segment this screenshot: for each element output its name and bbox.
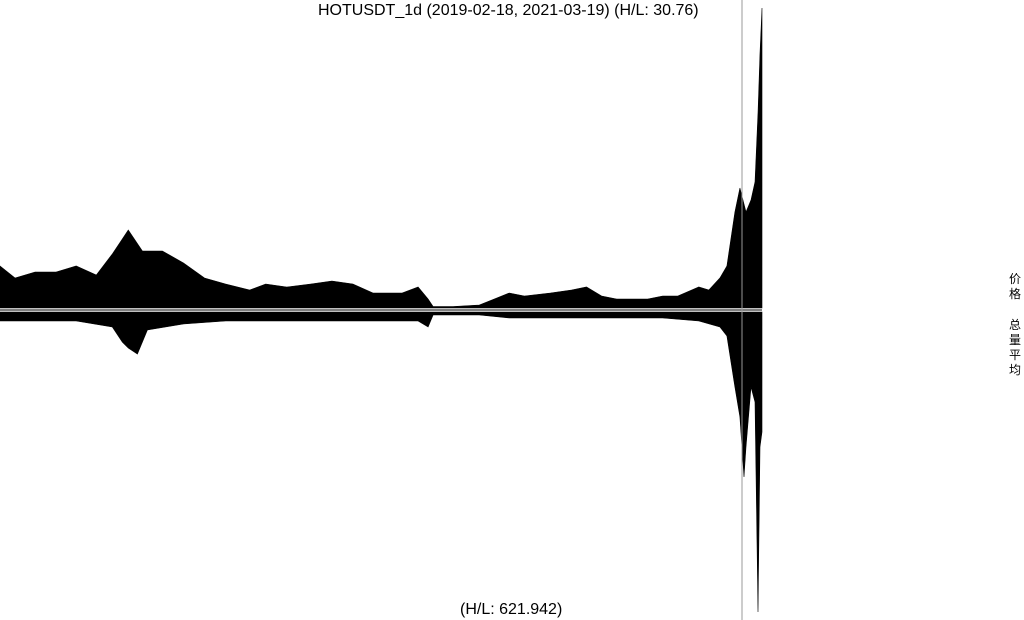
volume-hl-caption: (H/L: 621.942) [460, 601, 563, 618]
series-label-volume: 总量平均 [1008, 318, 1021, 377]
price-series-area [0, 7, 763, 309]
volume-series-area [0, 311, 763, 613]
volume-area-layer [0, 311, 763, 613]
chart-title: HOTUSDT_1d (2019-02-18, 2021-03-19) (H/L… [318, 2, 699, 19]
price-area-layer [0, 7, 763, 309]
series-label-price: 价格 [1008, 272, 1021, 301]
